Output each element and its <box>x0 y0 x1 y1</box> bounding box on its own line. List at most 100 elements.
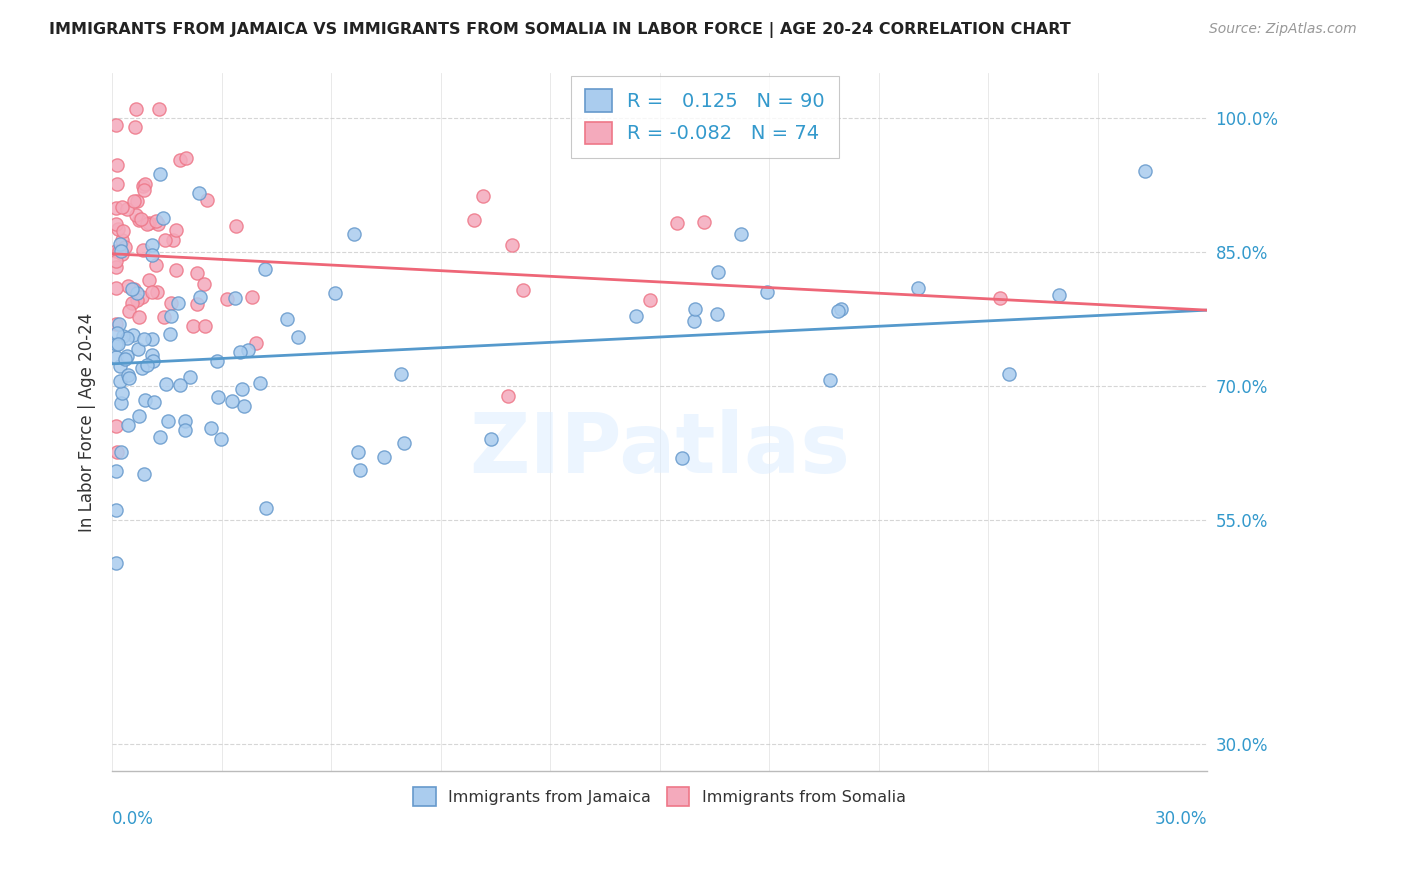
Point <box>706 307 728 321</box>
Point <box>125 208 148 222</box>
Point <box>124 102 146 116</box>
Point <box>512 283 534 297</box>
Point <box>104 281 127 295</box>
Point <box>624 309 647 323</box>
Point <box>111 247 134 261</box>
Point <box>229 345 252 359</box>
Point <box>231 383 253 397</box>
Point <box>323 286 346 301</box>
Point <box>155 233 177 247</box>
Point <box>706 265 728 279</box>
Point <box>183 318 205 333</box>
Point <box>127 293 149 308</box>
Point <box>117 370 139 384</box>
Point <box>117 368 139 383</box>
Point <box>105 158 128 172</box>
Point <box>472 189 495 203</box>
Point <box>111 233 134 247</box>
Point <box>215 292 238 306</box>
Point <box>389 367 412 381</box>
Point <box>142 395 165 409</box>
Point <box>105 177 128 191</box>
Point <box>233 400 256 414</box>
Point <box>124 120 146 134</box>
Point <box>349 462 371 476</box>
Point <box>165 263 187 277</box>
Point <box>907 281 929 295</box>
Point <box>149 167 172 181</box>
Point <box>108 237 131 252</box>
Point <box>159 326 181 341</box>
Point <box>131 361 153 376</box>
Point <box>146 217 169 231</box>
Point <box>132 183 155 197</box>
Point <box>110 244 132 258</box>
Point <box>254 500 277 515</box>
Point <box>111 386 134 401</box>
Point <box>173 414 195 428</box>
Point <box>496 389 519 403</box>
Point <box>671 451 693 466</box>
Text: Source: ZipAtlas.com: Source: ZipAtlas.com <box>1209 22 1357 37</box>
Point <box>132 244 155 258</box>
Point <box>145 258 167 272</box>
Point <box>236 343 259 357</box>
Point <box>107 337 129 351</box>
Point <box>159 296 181 310</box>
Point <box>107 222 129 236</box>
Point <box>111 224 134 238</box>
Point <box>111 200 134 214</box>
Point <box>117 331 139 345</box>
Point <box>373 450 395 464</box>
Point <box>997 368 1019 382</box>
Point <box>194 319 217 334</box>
Point <box>160 310 183 324</box>
Point <box>117 279 139 293</box>
Point <box>132 179 155 194</box>
Point <box>146 285 169 299</box>
Legend: Immigrants from Jamaica, Immigrants from Somalia: Immigrants from Jamaica, Immigrants from… <box>406 780 912 812</box>
Point <box>104 317 127 331</box>
Point <box>153 310 176 324</box>
Point <box>138 273 160 287</box>
Point <box>392 436 415 450</box>
Point <box>347 445 370 459</box>
Point <box>209 433 232 447</box>
Point <box>141 248 163 262</box>
Point <box>125 194 148 208</box>
Text: ZIPatlas: ZIPatlas <box>470 409 851 491</box>
Point <box>110 374 132 388</box>
Point <box>135 358 157 372</box>
Point <box>134 332 156 346</box>
Point <box>125 285 148 300</box>
Point <box>104 244 127 258</box>
Point <box>683 301 706 316</box>
Point <box>104 336 127 351</box>
Point <box>141 332 163 346</box>
Point <box>221 394 243 409</box>
Point <box>145 213 167 227</box>
Point <box>162 233 184 247</box>
Point <box>225 219 247 234</box>
Point <box>756 285 779 299</box>
Text: IMMIGRANTS FROM JAMAICA VS IMMIGRANTS FROM SOMALIA IN LABOR FORCE | AGE 20-24 CO: IMMIGRANTS FROM JAMAICA VS IMMIGRANTS FR… <box>49 22 1071 38</box>
Point <box>188 290 211 304</box>
Point <box>141 238 163 252</box>
Point <box>111 329 134 343</box>
Point <box>121 328 143 343</box>
Point <box>134 177 156 191</box>
Point <box>818 373 841 387</box>
Point <box>242 290 264 304</box>
Point <box>149 430 172 444</box>
Point <box>128 310 150 324</box>
Y-axis label: In Labor Force | Age 20-24: In Labor Force | Age 20-24 <box>79 312 96 532</box>
Point <box>207 390 229 404</box>
Text: 30.0%: 30.0% <box>1154 810 1208 828</box>
Point <box>1135 164 1157 178</box>
Point <box>110 396 132 410</box>
Point <box>224 291 246 305</box>
Point <box>108 359 131 374</box>
Point <box>104 217 127 231</box>
Point <box>128 212 150 227</box>
Point <box>156 414 179 428</box>
